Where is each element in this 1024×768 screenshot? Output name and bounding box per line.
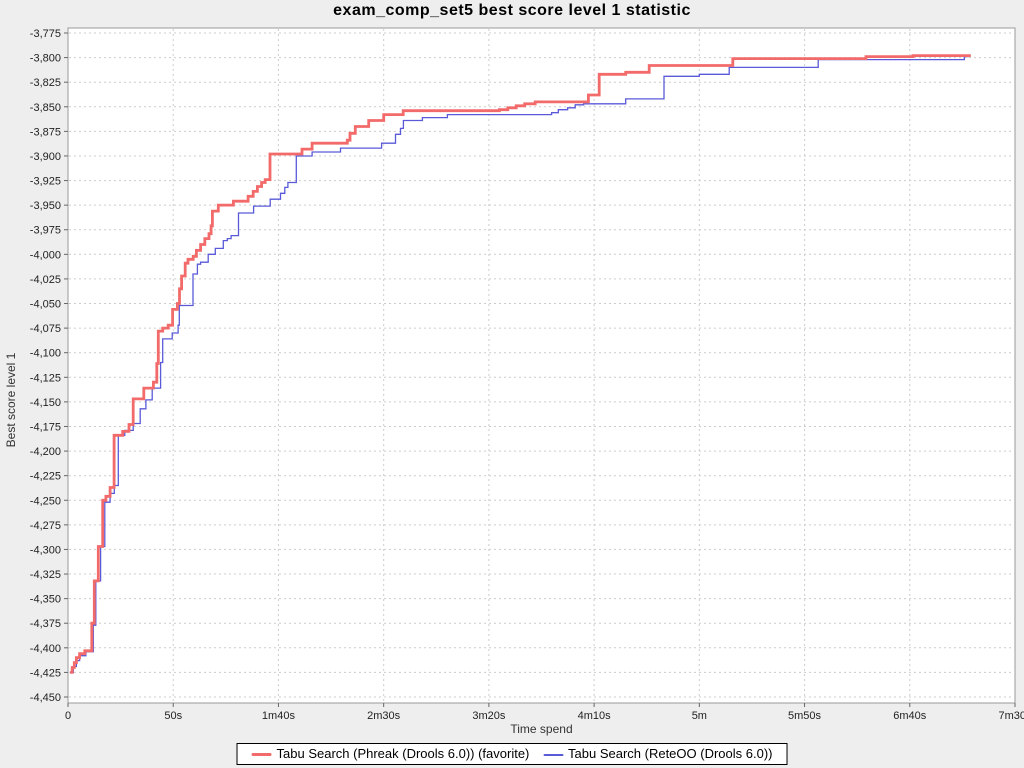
x-tick-label: 4m10s	[578, 710, 612, 722]
y-tick-label: -4,150	[30, 397, 61, 409]
y-tick-label: -3,850	[30, 102, 61, 114]
chart-canvas: -3,775 -3,800 -3,825 -3,850 -3,875 -3,900 -3,9…	[30, 27, 1024, 722]
x-tick-label: 50s	[164, 710, 182, 722]
legend-line-sample-reteoo	[543, 753, 564, 756]
x-tick-label: 0	[65, 710, 71, 722]
series-line-phreak	[70, 54, 971, 674]
x-tick-label: 6m40s	[893, 710, 927, 722]
legend-item: Tabu Search (Phreak (Drools 6.0)) (favor…	[251, 746, 530, 761]
y-tick-label: -3,900	[30, 151, 61, 163]
x-tick-label: 5m	[692, 710, 707, 722]
legend: Tabu Search (Phreak (Drools 6.0)) (favor…	[236, 743, 788, 765]
legend-label-reteoo: Tabu Search (ReteOO (Drools 6.0))	[568, 746, 773, 761]
y-tick-label: -4,325	[30, 569, 61, 581]
y-tick-label: -3,975	[30, 225, 61, 237]
y-tick-label: -4,000	[30, 249, 61, 261]
y-tick-label: -4,425	[30, 667, 61, 679]
legend-item: Tabu Search (ReteOO (Drools 6.0))	[543, 746, 772, 761]
y-tick-label: -3,825	[30, 77, 61, 89]
x-tick-label: 7m30s	[998, 710, 1024, 722]
y-tick-label: -3,925	[30, 176, 61, 188]
y-tick-label: -4,375	[30, 618, 61, 630]
y-tick-label: -4,225	[30, 471, 61, 483]
y-tick-label: -3,800	[30, 53, 61, 65]
y-tick-label: -3,875	[30, 126, 61, 138]
x-tick-label: 3m20s	[472, 710, 506, 722]
x-axis-label: Time spend	[510, 722, 573, 736]
legend-label-phreak: Tabu Search (Phreak (Drools 6.0)) (favor…	[276, 746, 530, 761]
x-tick-label: 1m40s	[262, 710, 296, 722]
x-tick-label: 2m30s	[367, 710, 401, 722]
tick-labels: -3,775 -3,800 -3,825 -3,850 -3,875 -3,900 -3,9…	[30, 28, 1024, 722]
y-tick-label: -4,250	[30, 495, 61, 507]
legend-line-sample-phreak	[251, 753, 272, 757]
y-tick-label: -4,450	[30, 692, 61, 704]
y-tick-label: -4,300	[30, 544, 61, 556]
plot-area	[67, 27, 1016, 704]
series-line-reteoo	[70, 55, 969, 674]
y-tick-label: -3,950	[30, 200, 61, 212]
y-tick-label: -4,125	[30, 372, 61, 384]
y-tick-label: -4,175	[30, 421, 61, 433]
y-tick-label: -4,350	[30, 594, 61, 606]
y-tick-label: -4,200	[30, 446, 61, 458]
gridlines	[69, 29, 1014, 702]
y-tick-label: -4,075	[30, 323, 61, 335]
x-tick-label: 5m50s	[788, 710, 822, 722]
y-tick-label: -4,400	[30, 643, 61, 655]
y-tick-label: -4,025	[30, 274, 61, 286]
y-tick-label: -4,275	[30, 520, 61, 532]
tick-marks	[64, 32, 1016, 707]
y-tick-label: -3,775	[30, 28, 61, 40]
chart-title: exam_comp_set5 best score level 1 statis…	[333, 2, 691, 19]
y-axis-label: Best score level 1	[4, 352, 18, 448]
y-tick-label: -4,100	[30, 348, 61, 360]
y-tick-label: -4,050	[30, 299, 61, 311]
